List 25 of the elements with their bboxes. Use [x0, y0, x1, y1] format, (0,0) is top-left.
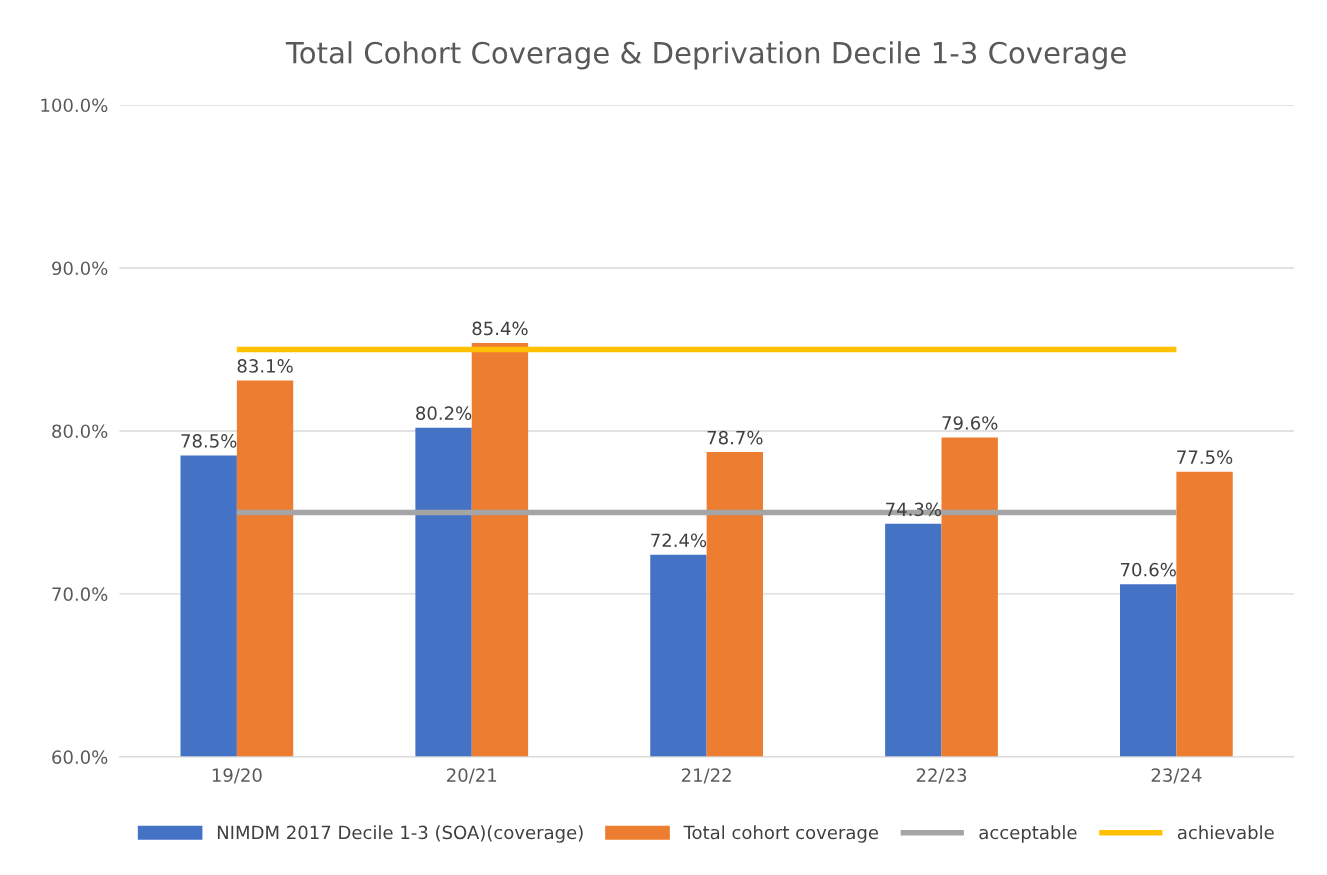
data-label: 78.7%: [707, 430, 763, 445]
legend-label: acceptable: [979, 825, 1077, 843]
legend-label: NIMDM 2017 Decile 1-3 (SOA)(coverage): [217, 825, 583, 843]
data-label: 79.6%: [942, 416, 998, 430]
x-tick-label: 19/20: [212, 768, 262, 784]
legend-label: Total cohort coverage: [683, 825, 879, 843]
data-label: 74.3%: [886, 502, 941, 517]
legend-label: achievable: [1177, 825, 1274, 840]
data-label: 83.1%: [237, 359, 293, 373]
data-label: 85.4%: [472, 321, 528, 336]
x-tick-label: 22/23: [916, 768, 967, 784]
data-label: 70.6%: [1121, 562, 1176, 577]
x-tick-label: 23/24: [1151, 768, 1202, 784]
x-tick-label: 21/22: [681, 768, 731, 784]
data-label: 80.2%: [416, 406, 472, 421]
y-tick-label: 100.0%: [41, 98, 108, 113]
data-label: 77.5%: [1177, 450, 1233, 465]
chart-title: Total Cohort Coverage & Deprivation Decile 1-3 Coverage: [285, 41, 1126, 70]
x-tick-label: 20/21: [447, 768, 497, 784]
data-label: 78.5%: [181, 434, 237, 448]
y-tick-label: 80.0%: [52, 424, 108, 439]
y-tick-label: 60.0%: [52, 750, 108, 764]
y-tick-label: 90.0%: [52, 261, 108, 276]
data-label: 72.4%: [651, 533, 707, 548]
y-tick-label: 70.0%: [52, 587, 108, 602]
